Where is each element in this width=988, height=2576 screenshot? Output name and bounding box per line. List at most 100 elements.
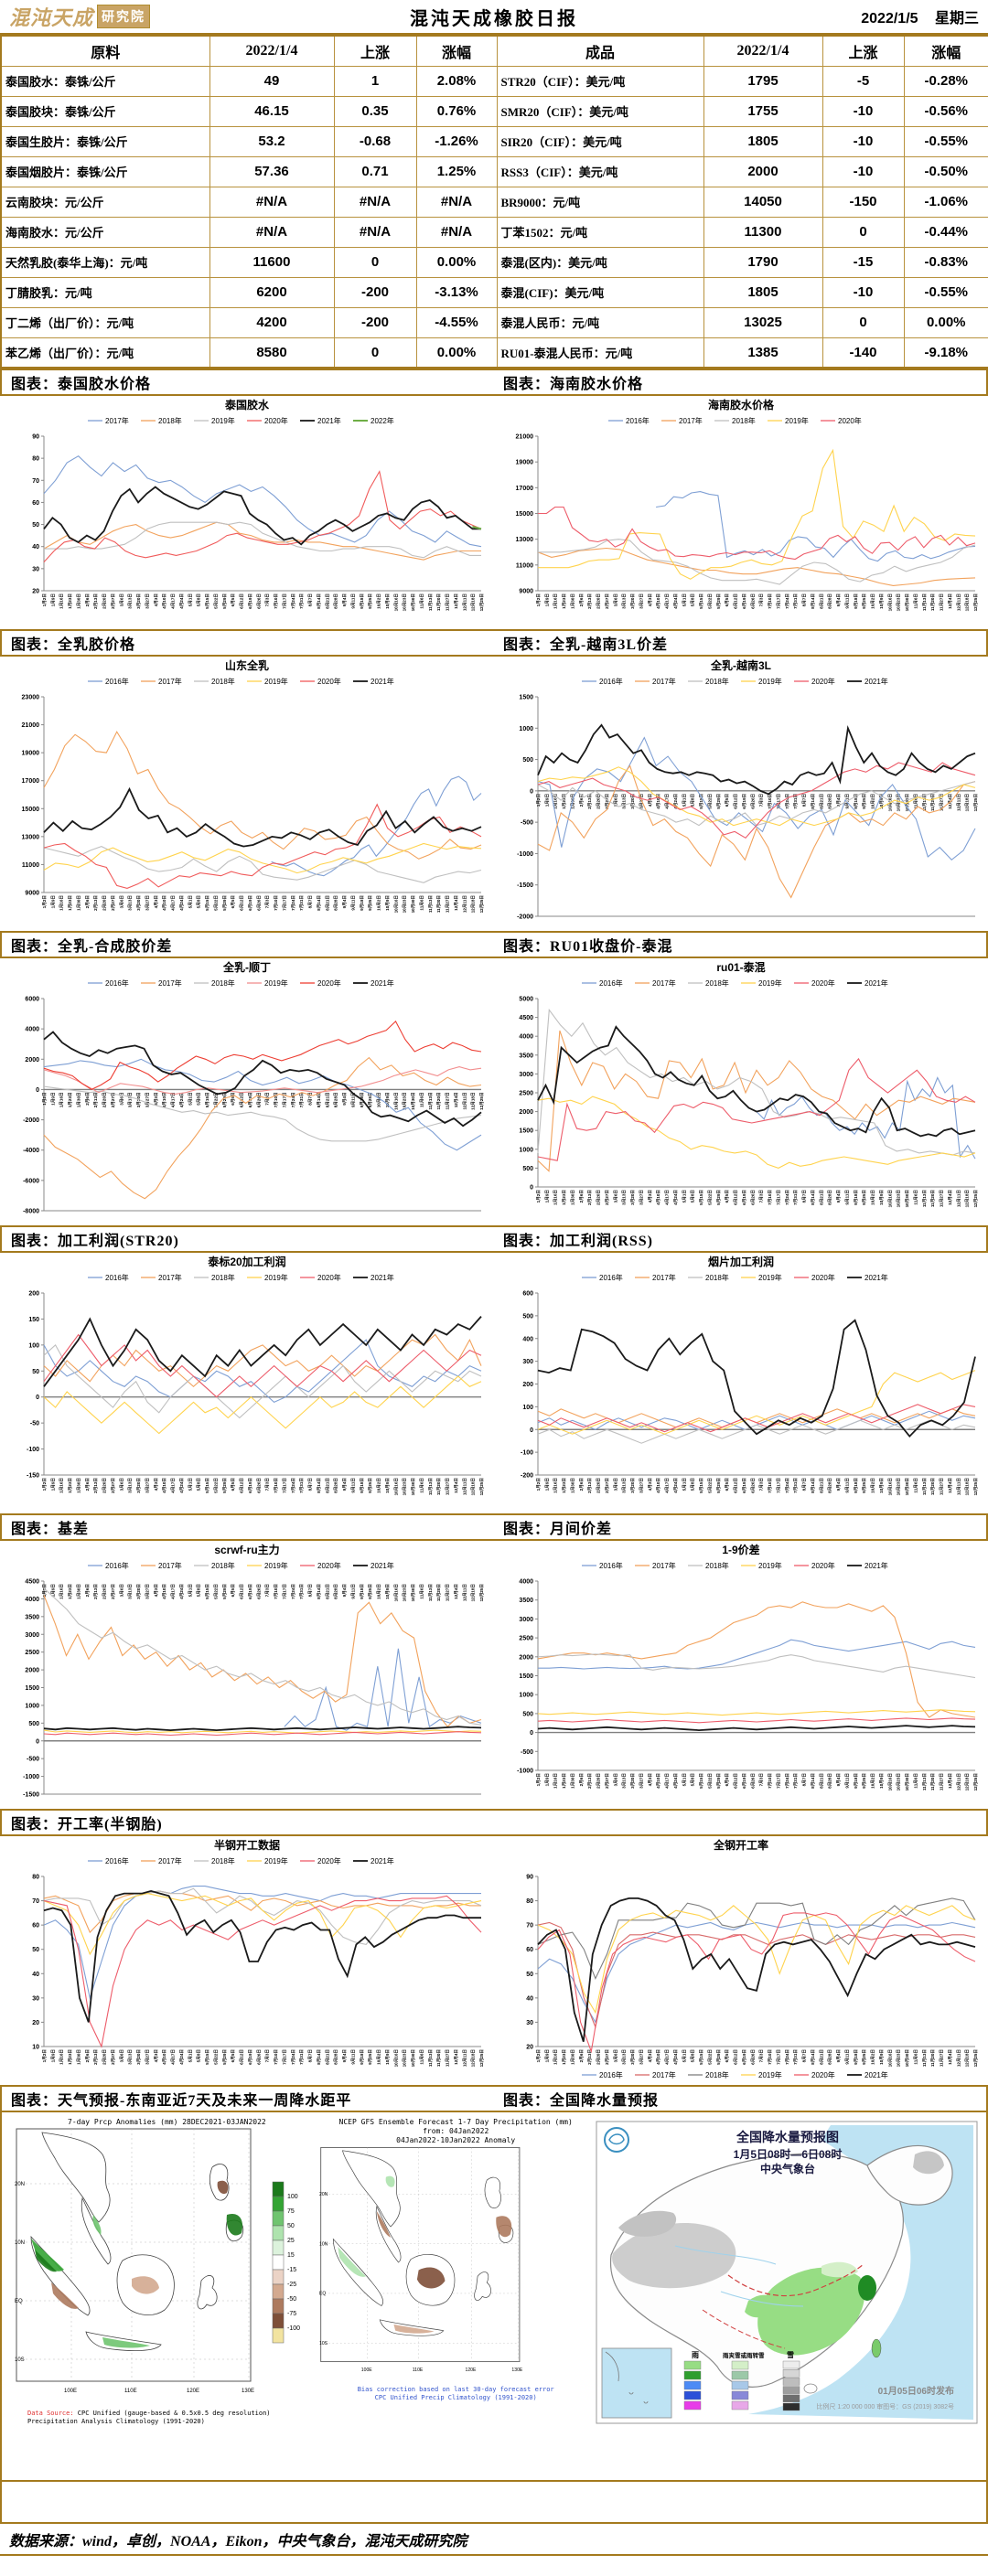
- x-tick-label: 2月6日: [84, 593, 91, 606]
- item-value: 1385: [703, 337, 823, 369]
- legend-snow-header: 雪: [787, 2351, 794, 2359]
- series-2019年: [537, 766, 976, 827]
- chart-svg: 山东全乳 2016年 2017年 2018年 2019年 2020年 2021年 9000 11…: [22, 658, 485, 913]
- caption-basis: 图表：基差: [11, 1522, 90, 1537]
- x-tick-label: 8月14日: [316, 1478, 322, 1493]
- x-tick-label: 12月11日: [461, 895, 467, 913]
- caption-wf-vn3l: 图表：全乳-越南3L价差: [503, 637, 669, 653]
- x-tick-label: 7月31日: [298, 2049, 305, 2065]
- x-tick-label: 9月25日: [367, 1478, 373, 1493]
- anomaly-blob: [416, 2267, 446, 2289]
- x-tick-label: 3月27日: [639, 794, 645, 809]
- x-tick-label: 5月8日: [196, 1478, 202, 1491]
- item-name: 苯乙烯（出厂价）：元/吨: [0, 337, 210, 369]
- empty-strip: [0, 2480, 988, 2522]
- legend-label: 2018年: [211, 978, 235, 988]
- section-caption-row: 图表：基差 图表：月间价差: [0, 1513, 988, 1541]
- x-tick-label: 3月27日: [145, 1092, 151, 1107]
- y-tick-label: 0: [36, 1087, 39, 1094]
- legend-label: 2021年: [864, 1273, 888, 1282]
- legend-label: 2019年: [264, 1561, 288, 1570]
- item-value: -0.55%: [903, 276, 988, 308]
- caption-hainan-latex: 图表：海南胶水价格: [503, 377, 644, 392]
- x-tick-label: 4月17日: [664, 1478, 671, 1493]
- legend-label: 2018年: [705, 978, 729, 988]
- anomaly-legend: 100 75 50 25 15 -15 -25 -50 -75 -100: [272, 2181, 300, 2344]
- x-tick-label: 6月5日: [724, 1190, 730, 1202]
- x-tick-label: 7月31日: [298, 895, 305, 911]
- x-tick-label: 4月10日: [655, 1773, 661, 1789]
- x-tick-label: 11月20日: [435, 593, 442, 611]
- x-tick-label: 7月17日: [281, 895, 287, 911]
- x-tick-label: 1月16日: [59, 1092, 65, 1107]
- x-tick-label: 10月30日: [410, 593, 416, 611]
- x-tick-label: 12月25日: [972, 1478, 979, 1495]
- y-tick-label: -100: [27, 1447, 39, 1453]
- legend-label: 2018年: [211, 1273, 235, 1282]
- x-tick-label: 2月6日: [578, 1478, 585, 1491]
- chart-wf-vn3l-spread: 全乳-越南3L 2016年 2017年 2018年 2019年 2020年 2021年 -20…: [494, 657, 988, 931]
- table-row: 泰国烟胶片：泰铢/公斤 57.36 0.71 1.25% RSS3（CIF）：美元/吨 2…: [0, 155, 988, 187]
- item-value: -200: [333, 276, 417, 308]
- x-tick-label: 9月25日: [861, 2049, 867, 2065]
- x-tick-label: 5月29日: [221, 1584, 228, 1599]
- item-name: RU01-泰混人民币：元/吨: [496, 337, 704, 369]
- y-tick-label: 2500: [25, 1650, 39, 1656]
- x-tick-label: 6月26日: [749, 593, 756, 609]
- x-tick-label: 3月13日: [127, 2049, 134, 2065]
- y-tick-label: 0: [530, 1427, 533, 1434]
- series-2021年: [43, 486, 481, 546]
- x-tick-label: 6月12日: [733, 1773, 739, 1789]
- x-tick-label: 9月25日: [861, 1478, 867, 1493]
- x-tick-label: 5月29日: [221, 895, 228, 911]
- y-tick-label: 50: [32, 522, 39, 529]
- cn-map-agency: 中央气象台: [760, 2162, 815, 2175]
- x-tick-label: 12月11日: [955, 593, 961, 611]
- x-tick-label: 9月18日: [853, 593, 859, 609]
- x-tick-label: 10月23日: [402, 2049, 408, 2067]
- x-tick-label: 6月12日: [733, 2049, 739, 2065]
- x-tick-label: 10月9日: [878, 2049, 885, 2065]
- y-tick-label: 60: [526, 1947, 533, 1953]
- x-tick-label: 8月28日: [333, 593, 339, 609]
- legend-label: 2019年: [758, 1273, 782, 1282]
- anomaly-blob: [132, 2276, 159, 2294]
- x-tick-label: 12月18日: [470, 1092, 477, 1109]
- x-tick-label: 5月8日: [196, 895, 202, 908]
- chart-title: ru01-泰混: [716, 960, 765, 974]
- series-2019年: [43, 1729, 482, 1734]
- x-tick-label: 7月10日: [767, 1773, 773, 1789]
- y-tick-label: 600: [522, 1291, 533, 1298]
- sleet-area: [821, 2261, 858, 2278]
- x-tick-label: 12月18日: [964, 794, 971, 811]
- x-tick-label: 4月3日: [647, 2049, 653, 2062]
- x-tick-label: 9月4日: [835, 593, 842, 606]
- lon-label: 110E: [413, 2368, 424, 2373]
- item-value: -10: [822, 276, 905, 308]
- company-logo: 混沌天成 研究院: [9, 2, 247, 31]
- x-tick-label: 6月12日: [239, 895, 245, 911]
- series-2019年: [43, 1375, 482, 1435]
- legend-label: 2016年: [599, 1561, 623, 1570]
- chart-title: 全乳-越南3L: [710, 658, 771, 672]
- item-value: -4.55%: [415, 306, 498, 338]
- legend-label: 2021年: [864, 1561, 888, 1570]
- legend-label: 2018年: [705, 2070, 729, 2079]
- y-tick-label: 400: [522, 1336, 533, 1342]
- x-tick-label: 2月6日: [84, 1478, 91, 1491]
- item-value: -0.68: [333, 125, 417, 157]
- legend-label: 2018年: [705, 1561, 729, 1570]
- series-2018年: [537, 1897, 976, 1980]
- x-tick-label: 4月3日: [647, 1773, 653, 1786]
- x-tick-label: 10月23日: [896, 1773, 902, 1790]
- x-tick-label: 5月29日: [715, 1190, 722, 1205]
- x-tick-label: 7月17日: [775, 1478, 781, 1493]
- x-tick-label: 12月25日: [478, 2049, 485, 2067]
- series-2017年: [43, 1890, 481, 1934]
- x-tick-label: 9月4日: [341, 1092, 348, 1105]
- x-tick-label: 1月23日: [561, 1773, 567, 1789]
- y-tick-label: 40: [32, 1972, 39, 1978]
- x-tick-label: 11月6日: [912, 1773, 918, 1789]
- x-tick-label: 3月13日: [127, 593, 134, 609]
- x-tick-label: 2月20日: [596, 593, 602, 609]
